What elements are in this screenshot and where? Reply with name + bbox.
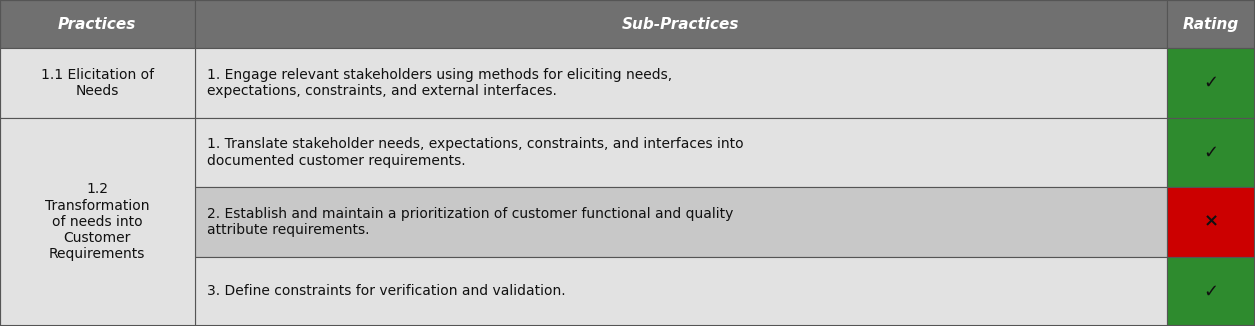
Bar <box>195 257 1167 326</box>
Text: Rating: Rating <box>1183 17 1239 32</box>
Text: ✓: ✓ <box>1204 74 1219 92</box>
Bar <box>1167 187 1255 257</box>
Text: 1. Engage relevant stakeholders using methods for eliciting needs,
expectations,: 1. Engage relevant stakeholders using me… <box>207 68 673 98</box>
Bar <box>1167 48 1255 118</box>
Bar <box>1167 118 1255 187</box>
Bar <box>0 48 195 118</box>
Bar <box>195 48 1167 118</box>
Bar <box>0 118 195 326</box>
Bar <box>195 187 1167 257</box>
Text: 2. Establish and maintain a prioritization of customer functional and quality
at: 2. Establish and maintain a prioritizati… <box>207 207 733 237</box>
Text: 3. Define constraints for verification and validation.: 3. Define constraints for verification a… <box>207 284 566 298</box>
Bar <box>195 118 1167 187</box>
Bar <box>195 0 1167 48</box>
Text: ×: × <box>1204 213 1219 231</box>
Text: ✓: ✓ <box>1204 143 1219 161</box>
Text: 1.1 Elicitation of
Needs: 1.1 Elicitation of Needs <box>40 68 154 98</box>
Bar <box>1167 0 1255 48</box>
Text: ✓: ✓ <box>1204 282 1219 300</box>
Text: 1.2
Transformation
of needs into
Customer
Requirements: 1.2 Transformation of needs into Custome… <box>45 183 149 261</box>
Text: Practices: Practices <box>58 17 137 32</box>
Text: 1. Translate stakeholder needs, expectations, constraints, and interfaces into
d: 1. Translate stakeholder needs, expectat… <box>207 137 744 168</box>
Text: Sub-Practices: Sub-Practices <box>622 17 739 32</box>
Bar <box>0 0 195 48</box>
Bar <box>1167 257 1255 326</box>
